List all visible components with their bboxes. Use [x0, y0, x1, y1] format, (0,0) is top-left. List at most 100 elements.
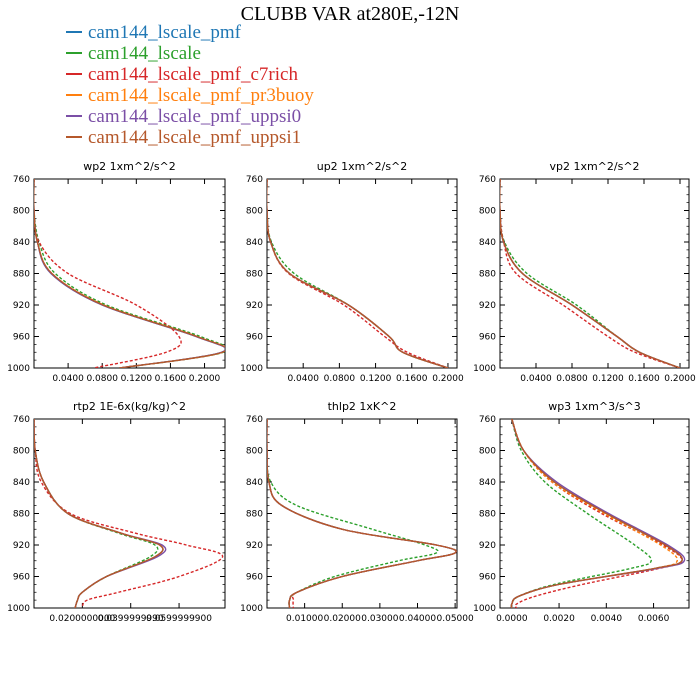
legend-swatch: [66, 114, 82, 117]
y-tick-label: 960: [479, 573, 496, 583]
x-tick-label: 0.03000: [361, 614, 398, 624]
y-tick-label: 1000: [473, 604, 496, 614]
subplot-title: up2 1xm^2/s^2: [317, 160, 408, 173]
legend-swatch: [66, 93, 82, 96]
subplot: wp2 1xm^2/s^2 760 800 840 880 920 960 1000 0.040…: [7, 160, 226, 384]
subplot-title: rtp2 1E-6x(kg/kg)^2: [73, 400, 186, 413]
y-tick-label: 920: [479, 301, 496, 311]
series-line: [510, 419, 683, 608]
y-tick-label: 960: [13, 573, 30, 583]
x-tick-label: 0.2000: [664, 374, 696, 384]
x-tick-label: 0.1200: [360, 374, 392, 384]
subplot: vp2 1xm^2/s^2 760 800 840 880 920 960 1000 0.040…: [473, 160, 696, 384]
y-tick-label: 800: [246, 207, 263, 217]
series-line: [34, 419, 164, 608]
plot-frame: [33, 418, 226, 609]
x-tick-label: 0.2000: [432, 374, 464, 384]
y-tick-label: 880: [479, 270, 496, 280]
y-tick-label: 840: [246, 238, 263, 248]
plot-frame: [499, 178, 690, 369]
y-tick-label: 920: [246, 541, 263, 551]
series-line: [510, 419, 679, 608]
x-tick-label: 0.0399999990: [98, 614, 164, 624]
series-line: [267, 179, 449, 368]
x-tick-label: 0.04000: [399, 614, 436, 624]
y-tick-label: 760: [246, 415, 263, 425]
legend-item: cam144_lscale_pmf: [66, 22, 314, 43]
series-line: [34, 419, 224, 608]
series-line: [34, 179, 225, 368]
legend-item: cam144_lscale_pmf_pr3buoy: [66, 85, 314, 106]
x-tick-label: 0.0400: [520, 374, 552, 384]
legend-swatch: [66, 51, 82, 54]
series-line: [267, 419, 457, 608]
legend-label: cam144_lscale_pmf_uppsi0: [88, 106, 302, 127]
y-tick-label: 880: [246, 270, 263, 280]
y-tick-label: 1000: [7, 604, 30, 614]
subplot: up2 1xm^2/s^2 760 800 840 880 920 960 1000 0.040…: [240, 160, 464, 384]
y-tick-label: 800: [13, 207, 30, 217]
y-tick-label: 920: [13, 541, 30, 551]
y-tick-label: 800: [13, 447, 30, 457]
subplot: thlp2 1xK^2 760 800 840 880 920 960 1000 0.01000…: [240, 400, 474, 624]
subplot-title: wp2 1xm^2/s^2: [83, 160, 176, 173]
series-line: [34, 179, 225, 368]
legend-item: cam144_lscale: [66, 43, 314, 64]
x-tick-label: 0.02000: [324, 614, 361, 624]
y-tick-label: 760: [246, 175, 263, 185]
y-tick-label: 920: [13, 301, 30, 311]
series-line: [267, 419, 439, 608]
series-line: [510, 419, 683, 608]
legend-item: cam144_lscale_pmf_uppsi1: [66, 127, 314, 148]
y-tick-label: 880: [479, 510, 496, 520]
subplot-title: thlp2 1xK^2: [328, 400, 397, 413]
y-tick-label: 800: [479, 207, 496, 217]
x-tick-label: 0.1600: [628, 374, 660, 384]
y-tick-label: 880: [246, 510, 263, 520]
x-tick-label: 0.1600: [396, 374, 428, 384]
y-tick-label: 760: [13, 415, 30, 425]
x-tick-label: 0.1600: [155, 374, 187, 384]
y-tick-label: 840: [13, 238, 30, 248]
legend-label: cam144_lscale_pmf_pr3buoy: [88, 85, 314, 106]
series-line: [510, 419, 686, 608]
x-tick-label: 0.1200: [592, 374, 624, 384]
y-tick-label: 1000: [240, 604, 263, 614]
x-tick-label: 0.0000: [496, 614, 528, 624]
series-line: [500, 179, 681, 368]
y-tick-label: 960: [246, 333, 263, 343]
series-line: [267, 179, 449, 368]
y-tick-label: 840: [479, 478, 496, 488]
x-tick-label: 0.2000: [189, 374, 221, 384]
x-tick-label: 0.0800: [86, 374, 118, 384]
series-line: [510, 419, 652, 608]
y-tick-label: 960: [246, 573, 263, 583]
plot-frame: [266, 178, 458, 369]
subplot: wp3 1xm^3/s^3 760 800 840 880 920 960 10000.000…: [473, 400, 690, 624]
series-line: [34, 179, 182, 368]
legend-label: cam144_lscale_pmf_uppsi1: [88, 127, 302, 148]
y-tick-label: 920: [479, 541, 496, 551]
y-tick-label: 880: [13, 510, 30, 520]
series-line: [34, 179, 225, 368]
series-line: [500, 179, 681, 368]
series-line: [34, 179, 225, 368]
legend-item: cam144_lscale_pmf_c7rich: [66, 64, 314, 85]
y-tick-label: 960: [479, 333, 496, 343]
legend-item: cam144_lscale_pmf_uppsi0: [66, 106, 314, 127]
y-tick-label: 760: [479, 415, 496, 425]
y-tick-label: 880: [13, 270, 30, 280]
x-tick-label: 0.0020: [543, 614, 575, 624]
x-tick-label: 0.0400: [52, 374, 84, 384]
x-tick-label: 0.0060: [638, 614, 670, 624]
y-tick-label: 1000: [7, 364, 30, 374]
series-line: [500, 179, 681, 368]
x-tick-label: 0.0200000000: [49, 614, 115, 624]
x-tick-label: 0.0800: [556, 374, 588, 384]
legend-swatch: [66, 135, 82, 138]
plot-frame: [33, 178, 226, 369]
series-line: [34, 419, 164, 608]
series-line: [34, 179, 225, 368]
series-line: [34, 419, 164, 608]
